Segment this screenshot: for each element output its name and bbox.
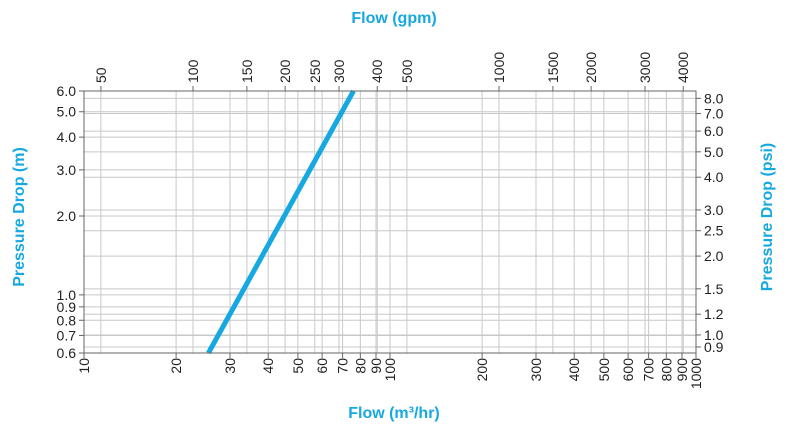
x-bottom-tick-label: 60 (314, 358, 330, 374)
x-top-tick-label: 500 (399, 59, 415, 83)
pressure-drop-curve (206, 89, 356, 355)
y-left-tick-label: 2.0 (57, 208, 77, 224)
x-top-tick-label: 3000 (637, 52, 653, 83)
right-axis-title: Pressure Drop (psi) (759, 143, 776, 291)
x-top-tick-label: 250 (307, 59, 323, 83)
y-right-tick-label: 3.0 (704, 202, 724, 218)
y-left-tick-label: 6.0 (57, 83, 77, 99)
y-left-tick-label: 0.7 (57, 328, 77, 344)
x-bottom-tick-label: 70 (335, 358, 351, 374)
y-left-tick-label: 4.0 (57, 129, 77, 145)
x-top-tick-label: 2000 (583, 52, 599, 83)
y-right-tick-label: 7.0 (704, 106, 724, 122)
x-top-tick-label: 100 (185, 59, 201, 83)
x-bottom-tick-label: 800 (658, 358, 674, 382)
y-right-tick-label: 1.2 (704, 306, 724, 322)
grid (84, 91, 696, 353)
x-bottom-tick-label: 50 (290, 358, 306, 374)
x-top-tick-label: 150 (239, 59, 255, 83)
x-bottom-tick-label: 80 (352, 358, 368, 374)
x-top-tick-labels: 50 100 150 200 250 300 400 500 1000 1500 2000 3000 4… (93, 52, 691, 91)
series-layer (206, 89, 356, 355)
left-axis-title: Pressure Drop (m) (11, 147, 28, 287)
x-bottom-tick-label: 600 (620, 358, 636, 382)
x-bottom-tick-label: 300 (528, 358, 544, 382)
x-bottom-tick-label: 700 (641, 358, 657, 382)
x-top-tick-label: 200 (277, 59, 293, 83)
y-right-tick-label: 2.5 (704, 223, 724, 239)
y-left-tick-label: 1.0 (57, 287, 77, 303)
x-top-tick-label: 300 (331, 59, 347, 83)
y-left-tick-label: 0.6 (57, 345, 77, 361)
x-bottom-tick-label: 1000 (688, 358, 704, 389)
x-bottom-tick-label: 200 (474, 358, 490, 382)
x-bottom-tick-label: 100 (382, 358, 398, 382)
x-top-tick-label: 4000 (675, 52, 691, 83)
y-right-tick-label: 1.0 (704, 327, 724, 343)
x-bottom-tick-label: 400 (566, 358, 582, 382)
y-left-tick-label: 0.9 (57, 299, 77, 315)
x-bottom-tick-label: 20 (168, 358, 184, 374)
bottom-axis-title: Flow (m³/hr) (348, 405, 440, 422)
top-axis-title: Flow (gpm) (351, 10, 436, 27)
x-bottom-tick-label: 10 (76, 358, 92, 374)
x-bottom-tick-label: 900 (674, 358, 690, 382)
y-left-tick-label: 5.0 (57, 104, 77, 120)
y-left-tick-label: 0.8 (57, 312, 77, 328)
y-right-tick-label: 1.5 (704, 281, 724, 297)
y-right-tick-label: 2.0 (704, 248, 724, 264)
x-top-tick-label: 400 (369, 59, 385, 83)
x-top-tick-label: 1500 (545, 52, 561, 83)
y-right-tick-label: 4.0 (704, 169, 724, 185)
y-left-tick-labels: 0.60.70.80.91.0 2.0 3.0 4.0 5.0 6.0 (57, 83, 84, 361)
y-right-tick-label: 5.0 (704, 144, 724, 160)
x-bottom-tick-label: 40 (260, 358, 276, 374)
y-right-tick-label: 0.9 (704, 339, 724, 355)
y-right-tick-labels: 0.91.0 1.2 1.5 2.0 2.5 3.0 4.0 5.0 6.07.08.0 (696, 90, 724, 355)
x-bottom-tick-label: 30 (222, 358, 238, 374)
x-top-tick-label: 1000 (491, 52, 507, 83)
x-bottom-tick-label: 500 (596, 358, 612, 382)
x-bottom-tick-label: 90 (368, 358, 384, 374)
x-top-tick-label: 50 (93, 67, 109, 83)
y-left-tick-label: 3.0 (57, 162, 77, 178)
y-right-tick-label: 8.0 (704, 90, 724, 106)
y-right-tick-label: 6.0 (704, 123, 724, 139)
